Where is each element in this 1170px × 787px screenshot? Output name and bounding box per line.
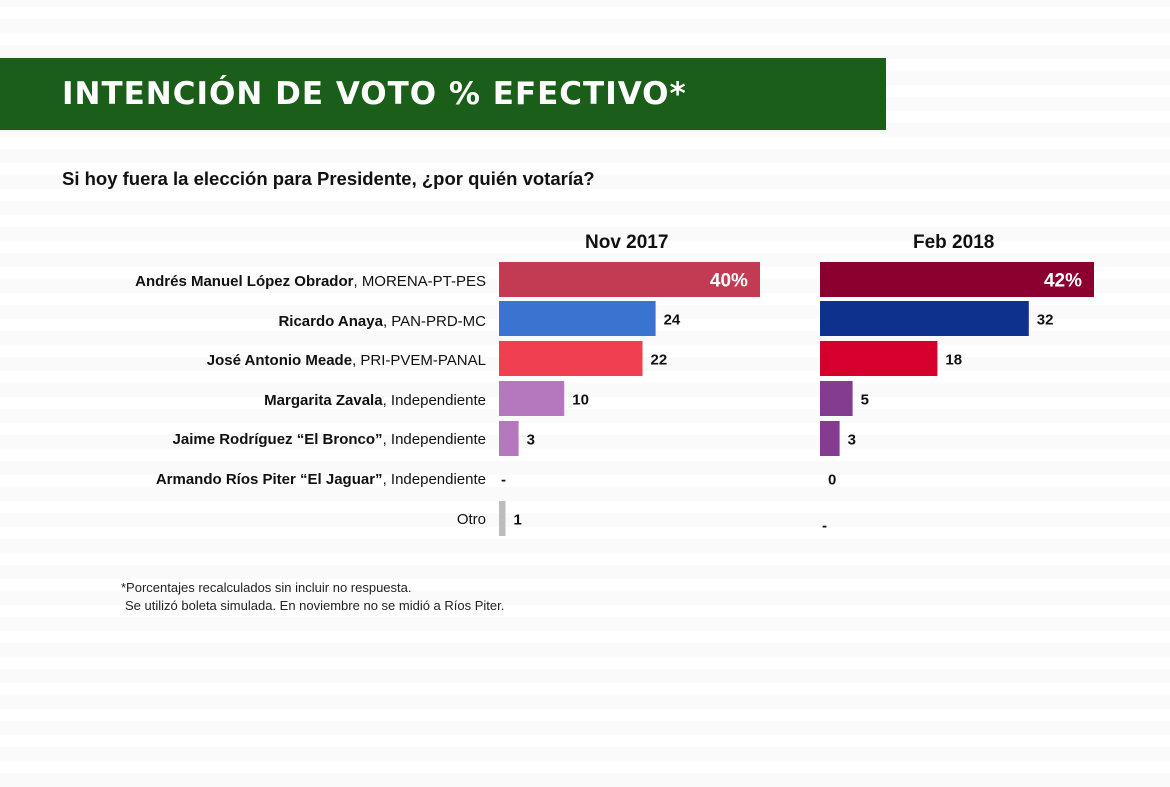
candidate-name: Margarita Zavala bbox=[264, 392, 383, 409]
candidate-party: MORENA-PT-PES bbox=[361, 273, 486, 290]
bar-value-label: 5 bbox=[861, 392, 869, 409]
candidate-party: Independiente bbox=[390, 431, 486, 448]
bar-value-label: 24 bbox=[664, 312, 681, 329]
bar-value-label: 32 bbox=[1037, 312, 1054, 329]
category-label: Andrés Manuel López Obrador, MORENA-PT-P… bbox=[135, 273, 486, 290]
bar-feb-2018-0 bbox=[820, 262, 1094, 297]
footnote-line-1: *Porcentajes recalculados sin incluir no… bbox=[121, 580, 412, 595]
category-label: Jaime Rodríguez “El Bronco”, Independien… bbox=[172, 431, 486, 448]
footnote-line-2: Se utilizó boleta simulada. En noviembre… bbox=[125, 598, 505, 613]
header-banner: INTENCIÓN DE VOTO % EFECTIVO* bbox=[0, 58, 886, 130]
bar-value-label: 3 bbox=[848, 432, 856, 449]
bar-nov-2017-3 bbox=[499, 381, 565, 416]
bar-nov-2017-2 bbox=[499, 341, 643, 376]
survey-question: Si hoy fuera la elección para Presidente… bbox=[62, 168, 595, 189]
candidate-party: Independiente bbox=[390, 392, 486, 409]
category-label: Margarita Zavala, Independiente bbox=[264, 392, 486, 409]
bar-feb-2018-3 bbox=[820, 381, 853, 416]
bar-value-label: 3 bbox=[527, 432, 535, 449]
candidate-name: Jaime Rodríguez “El Bronco” bbox=[172, 431, 383, 448]
candidate-name: Armando Ríos Piter “El Jaguar” bbox=[155, 471, 383, 488]
category-label: Armando Ríos Piter “El Jaguar”, Independ… bbox=[155, 471, 486, 488]
bar-nov-2017-0 bbox=[499, 262, 760, 297]
candidate-name: Ricardo Anaya bbox=[278, 313, 383, 330]
candidate-name: Otro bbox=[456, 511, 486, 528]
category-label-other: Otro bbox=[457, 510, 486, 530]
candidate-party: PAN-PRD-MC bbox=[391, 313, 486, 330]
candidate-party: PRI-PVEM-PANAL bbox=[360, 352, 486, 369]
bar-value-label: 18 bbox=[945, 352, 962, 369]
bar-value-label: - bbox=[501, 472, 506, 489]
bar-value-label: 40% bbox=[710, 271, 748, 292]
category-label: Ricardo Anaya, PAN-PRD-MC bbox=[278, 313, 486, 330]
candidate-party: Independiente bbox=[390, 471, 486, 488]
bar-feb-2018-4 bbox=[820, 421, 840, 456]
bar-feb-2018-2 bbox=[820, 341, 938, 376]
series-label-feb-2018: Feb 2018 bbox=[913, 232, 995, 253]
category-label: José Antonio Meade, PRI-PVEM-PANAL bbox=[206, 352, 486, 369]
series-label-nov-2017: Nov 2017 bbox=[585, 232, 669, 253]
bar-nov-2017-6 bbox=[499, 501, 506, 536]
bar-value-label: 22 bbox=[651, 352, 668, 369]
bar-value-label: 1 bbox=[514, 512, 522, 529]
bar-feb-2018-1 bbox=[820, 301, 1029, 336]
bar-value-label: 0 bbox=[828, 472, 836, 489]
candidate-name: José Antonio Meade bbox=[206, 352, 353, 369]
bar-value-label: 42% bbox=[1044, 271, 1082, 292]
candidate-name: Andrés Manuel López Obrador bbox=[135, 273, 354, 290]
bar-nov-2017-4 bbox=[499, 421, 519, 456]
bar-value-label: 10 bbox=[572, 392, 589, 409]
bar-value-label: - bbox=[822, 518, 827, 535]
footnote: *Porcentajes recalculados sin incluir no… bbox=[121, 579, 504, 615]
page-title: INTENCIÓN DE VOTO % EFECTIVO* bbox=[62, 76, 687, 112]
bar-nov-2017-1 bbox=[499, 301, 656, 336]
